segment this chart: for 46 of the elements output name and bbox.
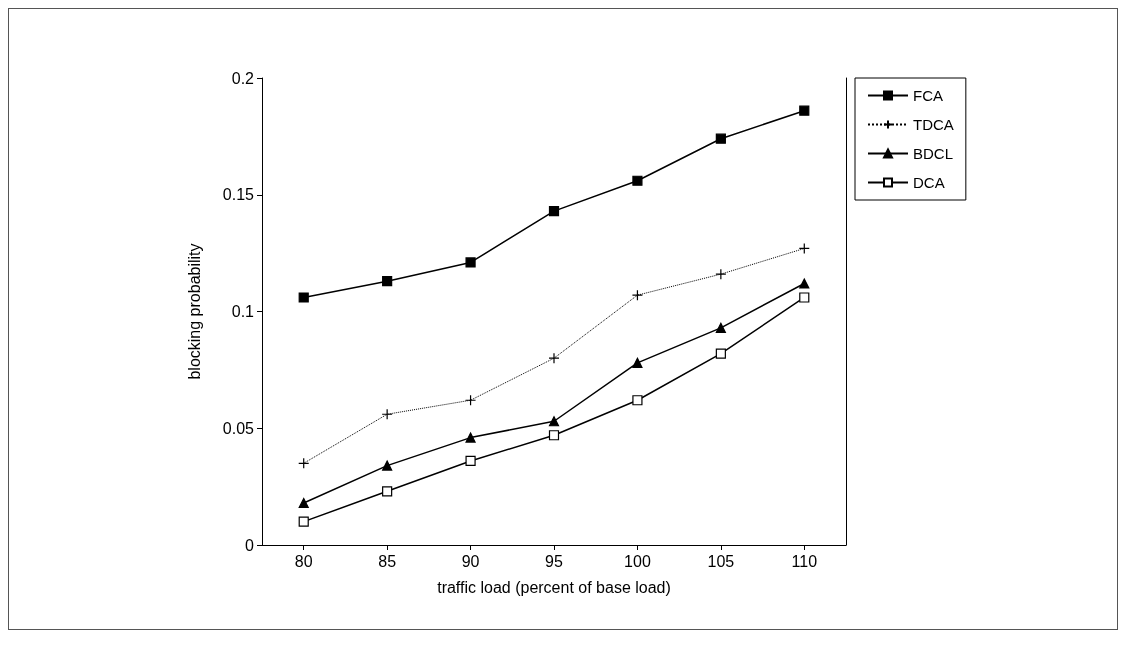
legend-label: BDCL bbox=[913, 145, 954, 162]
legend-label: FCA bbox=[913, 87, 943, 104]
x-tick-label: 85 bbox=[378, 552, 397, 570]
x-tick-label: 105 bbox=[707, 552, 735, 570]
point bbox=[382, 486, 393, 497]
point bbox=[298, 457, 310, 469]
x-tick-label: 100 bbox=[624, 552, 651, 570]
point bbox=[464, 394, 477, 406]
point bbox=[715, 348, 726, 359]
point bbox=[382, 460, 393, 471]
point bbox=[632, 395, 643, 406]
y-tick-label: 0.1 bbox=[231, 303, 255, 320]
point bbox=[298, 292, 309, 303]
point bbox=[548, 352, 560, 364]
point bbox=[715, 268, 727, 280]
point bbox=[298, 516, 309, 527]
point bbox=[465, 432, 476, 443]
point bbox=[465, 455, 476, 467]
point bbox=[799, 278, 810, 289]
point bbox=[381, 408, 393, 420]
y-tick-label: 0.2 bbox=[231, 69, 255, 87]
x-tick-label: 90 bbox=[461, 552, 480, 570]
y-tick-label: 0.05 bbox=[222, 419, 255, 437]
point bbox=[798, 242, 810, 255]
legend-label: DCA bbox=[913, 174, 945, 191]
point bbox=[548, 206, 560, 217]
point bbox=[548, 430, 560, 441]
point bbox=[799, 292, 810, 303]
point bbox=[799, 105, 810, 116]
point bbox=[382, 276, 393, 287]
x-tick-label: 110 bbox=[791, 552, 818, 570]
y-tick-label: 0 bbox=[245, 536, 255, 554]
point bbox=[548, 416, 560, 427]
legend-label: TDCA bbox=[913, 116, 954, 133]
point bbox=[632, 357, 643, 368]
point bbox=[632, 175, 643, 186]
x-tick-label: 80 bbox=[294, 552, 313, 570]
y-axis-title: blocking probability bbox=[185, 243, 203, 380]
point bbox=[715, 133, 726, 144]
point bbox=[465, 257, 476, 268]
y-tick-label: 0.15 bbox=[222, 186, 255, 204]
point bbox=[715, 322, 726, 333]
x-axis-title: traffic load (percent of base load) bbox=[437, 578, 671, 596]
point bbox=[298, 497, 309, 509]
x-tick-label: 95 bbox=[545, 552, 563, 570]
point bbox=[631, 289, 644, 301]
